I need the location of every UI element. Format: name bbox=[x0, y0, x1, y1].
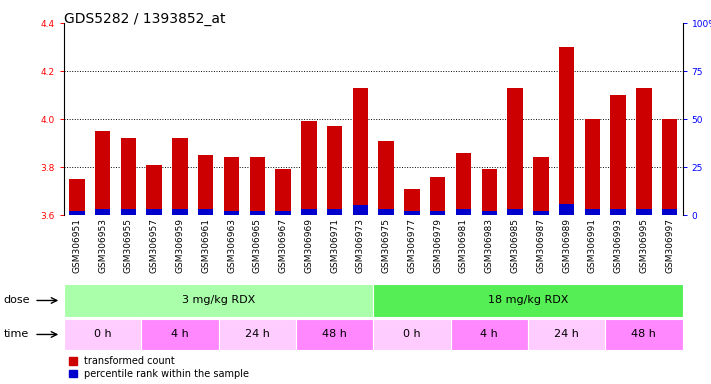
Bar bbox=[404, 189, 419, 215]
Bar bbox=[301, 209, 316, 215]
Bar bbox=[481, 169, 497, 215]
Text: GSM306985: GSM306985 bbox=[510, 218, 520, 273]
Text: GSM306965: GSM306965 bbox=[253, 218, 262, 273]
Bar bbox=[373, 284, 683, 317]
Text: 0 h: 0 h bbox=[403, 329, 421, 339]
Text: GSM306971: GSM306971 bbox=[330, 218, 339, 273]
Text: 48 h: 48 h bbox=[631, 329, 656, 339]
Bar bbox=[584, 209, 600, 215]
Text: GSM306973: GSM306973 bbox=[356, 218, 365, 273]
Bar bbox=[559, 47, 574, 215]
Bar bbox=[430, 211, 445, 215]
Text: GSM306963: GSM306963 bbox=[227, 218, 236, 273]
Bar bbox=[95, 209, 110, 215]
Text: 4 h: 4 h bbox=[171, 329, 189, 339]
Text: 4 h: 4 h bbox=[481, 329, 498, 339]
Bar bbox=[533, 157, 549, 215]
Bar bbox=[456, 209, 471, 215]
Bar bbox=[172, 138, 188, 215]
Bar bbox=[250, 157, 265, 215]
Bar bbox=[198, 155, 213, 215]
Text: GSM306981: GSM306981 bbox=[459, 218, 468, 273]
Bar bbox=[353, 88, 368, 215]
Bar bbox=[146, 165, 162, 215]
Bar bbox=[198, 209, 213, 215]
Bar bbox=[327, 126, 342, 215]
Text: time: time bbox=[4, 329, 29, 339]
Bar bbox=[378, 209, 394, 215]
Text: GSM306993: GSM306993 bbox=[614, 218, 623, 273]
Bar bbox=[481, 211, 497, 215]
Bar bbox=[69, 211, 85, 215]
Text: GSM306967: GSM306967 bbox=[279, 218, 287, 273]
Bar bbox=[296, 319, 373, 350]
Text: GSM306989: GSM306989 bbox=[562, 218, 571, 273]
Bar bbox=[64, 319, 141, 350]
Bar bbox=[327, 209, 342, 215]
Bar bbox=[404, 211, 419, 215]
Bar bbox=[456, 152, 471, 215]
Text: 24 h: 24 h bbox=[245, 329, 269, 339]
Text: GSM306959: GSM306959 bbox=[176, 218, 184, 273]
Bar bbox=[146, 209, 162, 215]
Bar bbox=[69, 179, 85, 215]
Text: GSM306979: GSM306979 bbox=[433, 218, 442, 273]
Bar bbox=[121, 138, 137, 215]
Bar bbox=[528, 319, 605, 350]
Bar bbox=[172, 209, 188, 215]
Bar bbox=[121, 209, 137, 215]
Bar bbox=[507, 88, 523, 215]
Text: 24 h: 24 h bbox=[554, 329, 579, 339]
Text: GDS5282 / 1393852_at: GDS5282 / 1393852_at bbox=[64, 12, 225, 25]
Bar bbox=[275, 211, 291, 215]
Text: GSM306955: GSM306955 bbox=[124, 218, 133, 273]
Text: GSM306953: GSM306953 bbox=[98, 218, 107, 273]
Text: 18 mg/kg RDX: 18 mg/kg RDX bbox=[488, 295, 568, 306]
Bar bbox=[507, 209, 523, 215]
Bar bbox=[250, 211, 265, 215]
Text: GSM306987: GSM306987 bbox=[536, 218, 545, 273]
Bar bbox=[636, 88, 651, 215]
Text: GSM306969: GSM306969 bbox=[304, 218, 314, 273]
Bar bbox=[662, 209, 678, 215]
Bar bbox=[141, 319, 218, 350]
Bar bbox=[275, 169, 291, 215]
Text: GSM306995: GSM306995 bbox=[639, 218, 648, 273]
Bar bbox=[373, 319, 451, 350]
Bar bbox=[636, 209, 651, 215]
Text: dose: dose bbox=[4, 295, 30, 306]
Bar bbox=[219, 319, 296, 350]
Text: GSM306983: GSM306983 bbox=[485, 218, 493, 273]
Bar bbox=[301, 121, 316, 215]
Bar bbox=[353, 205, 368, 215]
Text: GSM306991: GSM306991 bbox=[588, 218, 597, 273]
Bar bbox=[584, 119, 600, 215]
Text: 3 mg/kg RDX: 3 mg/kg RDX bbox=[182, 295, 255, 306]
Legend: transformed count, percentile rank within the sample: transformed count, percentile rank withi… bbox=[69, 356, 250, 379]
Bar bbox=[95, 131, 110, 215]
Text: GSM306957: GSM306957 bbox=[150, 218, 159, 273]
Bar bbox=[610, 95, 626, 215]
Text: GSM306951: GSM306951 bbox=[73, 218, 81, 273]
Text: GSM306997: GSM306997 bbox=[665, 218, 674, 273]
Text: GSM306961: GSM306961 bbox=[201, 218, 210, 273]
Bar bbox=[559, 204, 574, 215]
Bar bbox=[430, 177, 445, 215]
Bar bbox=[451, 319, 528, 350]
Bar bbox=[610, 209, 626, 215]
Text: GSM306977: GSM306977 bbox=[407, 218, 417, 273]
Bar bbox=[605, 319, 683, 350]
Bar bbox=[378, 141, 394, 215]
Bar bbox=[662, 119, 678, 215]
Text: 0 h: 0 h bbox=[94, 329, 112, 339]
Bar bbox=[64, 284, 373, 317]
Bar bbox=[533, 211, 549, 215]
Text: 48 h: 48 h bbox=[322, 329, 347, 339]
Text: GSM306975: GSM306975 bbox=[382, 218, 390, 273]
Bar bbox=[224, 211, 239, 215]
Bar bbox=[224, 157, 239, 215]
